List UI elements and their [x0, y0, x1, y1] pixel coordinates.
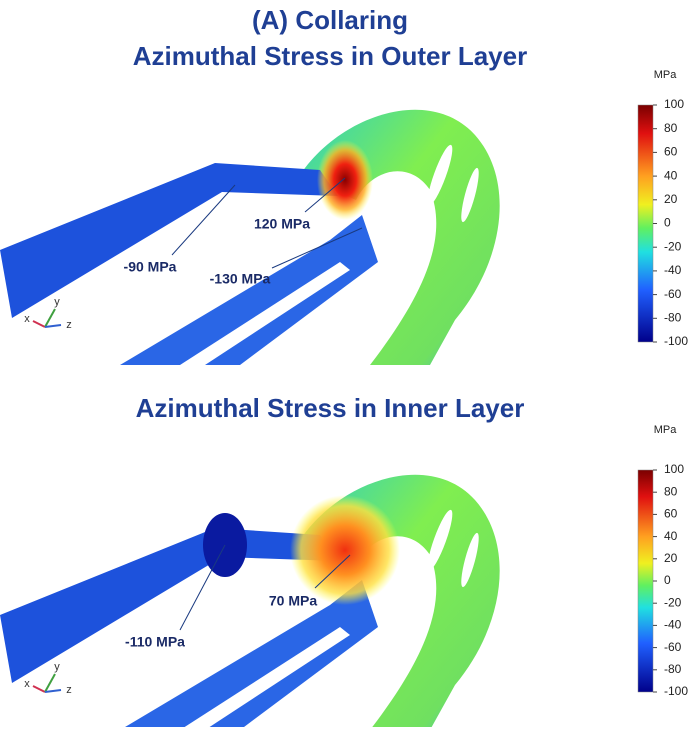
- annotation: -130 MPa: [210, 271, 271, 287]
- colorbar: [637, 469, 654, 693]
- axis-arrow: [32, 685, 46, 693]
- axis-arrow: [44, 308, 56, 328]
- annotation: 70 MPa: [269, 593, 317, 609]
- colorbar: [637, 104, 654, 343]
- colorbar-tick-label: -20: [664, 595, 682, 609]
- colorbar-tick-label: 80: [664, 484, 678, 498]
- colorbar-tick-label: -60: [664, 640, 682, 654]
- colorbar-tick-label: -80: [664, 310, 682, 324]
- axis-label: y: [54, 661, 60, 673]
- axis-arrow: [44, 673, 56, 693]
- panel-title: Azimuthal Stress in Outer Layer: [133, 41, 527, 71]
- leader-line: [179, 544, 226, 631]
- colorbar-unit: MPa: [654, 424, 678, 436]
- axis-label: x: [24, 313, 30, 325]
- stress-map: [0, 109, 500, 365]
- colorbar-tick-label: 60: [664, 507, 678, 521]
- panel: Azimuthal Stress in Inner Layer 70 MPa -11…: [0, 393, 688, 730]
- leader-line: [171, 184, 236, 256]
- colorbar-tick-label: 40: [664, 168, 678, 182]
- leader-line: [304, 177, 346, 213]
- colorbar-tick-label: 40: [664, 529, 678, 543]
- axis-label: z: [66, 319, 72, 331]
- colorbar-tick-label: -40: [664, 263, 682, 277]
- annotation: 120 MPa: [254, 216, 310, 232]
- panel-title: (A) Collaring: [252, 5, 408, 35]
- axis-label: x: [24, 678, 30, 690]
- colorbar-tick-label: 20: [664, 192, 678, 206]
- axis-arrow: [32, 320, 46, 328]
- axis-arrow: [44, 689, 62, 693]
- panel: (A) Collaring Azimuthal Stress in Outer L…: [0, 5, 688, 365]
- colorbar-tick-label: 60: [664, 145, 678, 159]
- colorbar-tick-label: 0: [664, 573, 671, 587]
- colorbar-tick-label: -40: [664, 618, 682, 632]
- leader-line: [271, 227, 363, 269]
- colorbar-tick-label: 20: [664, 551, 678, 565]
- colorbar-unit: MPa: [654, 69, 678, 81]
- colorbar-tick-label: 100: [664, 97, 684, 111]
- colorbar-tick-label: -100: [664, 334, 688, 348]
- colorbar-tick-label: -60: [664, 287, 682, 301]
- colorbar-tick-label: 0: [664, 216, 671, 230]
- panel-title: Azimuthal Stress in Inner Layer: [136, 393, 525, 423]
- colorbar-tick-label: -20: [664, 239, 682, 253]
- axis-label: y: [54, 296, 60, 308]
- colorbar-tick-label: 100: [664, 462, 684, 476]
- high-stress-zone: [290, 495, 400, 605]
- colorbar-tick-label: 80: [664, 121, 678, 135]
- colorbar-tick-label: -100: [664, 684, 688, 698]
- colorbar-tick-label: -80: [664, 662, 682, 676]
- leader-line: [314, 554, 351, 589]
- axis-arrow: [44, 324, 62, 328]
- stress-map: [0, 474, 500, 730]
- axis-label: z: [66, 684, 72, 696]
- annotation: -110 MPa: [125, 634, 185, 650]
- high-stress-zone: [317, 140, 373, 220]
- annotation: -90 MPa: [124, 259, 177, 275]
